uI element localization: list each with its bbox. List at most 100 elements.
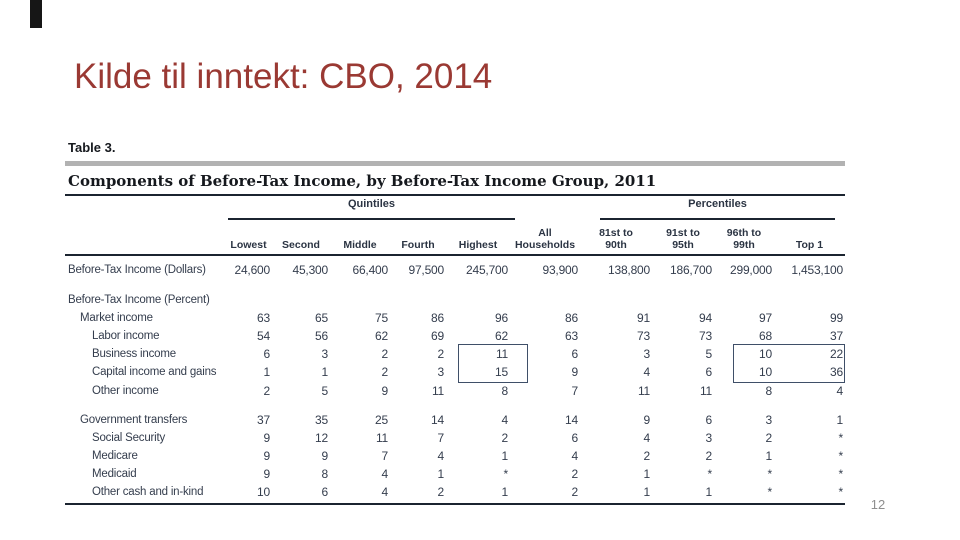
value-cell: 75 bbox=[375, 311, 388, 325]
row-label: Capital income and gains bbox=[92, 366, 217, 378]
value-cell: 1 bbox=[643, 467, 651, 481]
value-cell: 3 bbox=[765, 413, 773, 427]
value-cell: 10 bbox=[257, 485, 270, 499]
table-row: Labor income 54 56 62 69 62 63 73 73 68 37 bbox=[65, 327, 845, 345]
column-header: 96th to 99th bbox=[726, 227, 762, 251]
value-cell: 4 bbox=[836, 384, 844, 398]
value-cell: 68 bbox=[759, 329, 772, 343]
value-cell: 93,900 bbox=[542, 263, 578, 277]
value-cell: 5 bbox=[321, 384, 329, 398]
value-cell: 9 bbox=[643, 413, 651, 427]
table-row: Market income 63 65 75 86 96 86 91 94 97 99 bbox=[65, 309, 845, 327]
column-group-band: Quintiles Percentiles bbox=[65, 196, 845, 220]
value-cell: * bbox=[838, 485, 844, 499]
value-cell: 11 bbox=[699, 384, 712, 398]
value-cell: 66,400 bbox=[352, 263, 388, 277]
value-cell: 6 bbox=[571, 431, 579, 445]
value-cell: 9 bbox=[381, 384, 389, 398]
value-cell: 1 bbox=[263, 365, 271, 379]
value-cell: 54 bbox=[257, 329, 270, 343]
value-cell: 2 bbox=[571, 467, 579, 481]
value-cell: 9 bbox=[263, 449, 271, 463]
value-cell: 9 bbox=[321, 449, 329, 463]
value-cell: 91 bbox=[637, 311, 650, 325]
value-cell: 1,453,100 bbox=[791, 263, 843, 277]
value-cell: 94 bbox=[699, 311, 712, 325]
value-cell: 138,800 bbox=[608, 263, 650, 277]
percentiles-underline bbox=[600, 218, 835, 220]
value-cell: 1 bbox=[437, 467, 445, 481]
row-label: Medicaid bbox=[92, 468, 137, 480]
value-cell: 14 bbox=[565, 413, 578, 427]
table-rule-bottom bbox=[65, 503, 845, 505]
group-header-percentiles: Percentiles bbox=[688, 198, 747, 210]
table-row: Other cash and in-kind 10 6 4 2 1 2 1 1 * * bbox=[65, 483, 845, 501]
value-cell: 45,300 bbox=[292, 263, 328, 277]
value-cell: 3 bbox=[437, 365, 445, 379]
value-cell: 1 bbox=[765, 449, 773, 463]
value-cell: 22 bbox=[830, 347, 843, 361]
group-header-quintiles: Quintiles bbox=[347, 198, 396, 210]
row-label: Other income bbox=[92, 385, 159, 397]
value-cell: 299,000 bbox=[730, 263, 772, 277]
value-cell: 1 bbox=[836, 413, 844, 427]
value-cell: 3 bbox=[643, 347, 651, 361]
value-cell: 4 bbox=[381, 467, 389, 481]
highlight-box-top-percentiles bbox=[733, 344, 845, 383]
row-label: Medicare bbox=[92, 450, 138, 462]
column-header: 81st to 90th bbox=[599, 227, 633, 251]
table-row: Capital income and gains 1 1 2 3 15 9 4 6 10 36 bbox=[65, 363, 845, 381]
table-rule-header bbox=[65, 254, 845, 256]
value-cell: * bbox=[503, 467, 509, 481]
highlight-box-highest-quintile bbox=[458, 344, 528, 383]
row-label: Government transfers bbox=[80, 414, 188, 426]
value-cell: 4 bbox=[643, 365, 651, 379]
value-cell: 6 bbox=[571, 347, 579, 361]
value-cell: 11 bbox=[431, 384, 444, 398]
column-header-row: Lowest Second Middle Fourth Highest All House… bbox=[65, 220, 845, 253]
value-cell: 36 bbox=[830, 365, 843, 379]
value-cell: 1 bbox=[705, 485, 713, 499]
value-cell: 99 bbox=[830, 311, 843, 325]
value-cell: 9 bbox=[263, 431, 271, 445]
quintiles-underline bbox=[228, 218, 515, 220]
value-cell: 10 bbox=[759, 365, 772, 379]
value-cell: 2 bbox=[381, 365, 389, 379]
value-cell: 65 bbox=[315, 311, 328, 325]
value-cell: 73 bbox=[637, 329, 650, 343]
value-cell: 3 bbox=[705, 431, 713, 445]
value-cell: 4 bbox=[381, 485, 389, 499]
column-header: Top 1 bbox=[795, 239, 824, 251]
row-label: Labor income bbox=[92, 330, 160, 342]
value-cell: 3 bbox=[321, 347, 329, 361]
value-cell: 1 bbox=[643, 485, 651, 499]
table-row: Medicaid 9 8 4 1 * 2 1 * * * bbox=[65, 465, 845, 483]
table-number-label: Table 3. bbox=[68, 140, 116, 155]
table-body: Before-Tax Income (Dollars) 24,600 45,300 6… bbox=[65, 261, 845, 501]
value-cell: 56 bbox=[315, 329, 328, 343]
value-cell: * bbox=[767, 467, 773, 481]
value-cell: 97 bbox=[759, 311, 772, 325]
value-cell: 96 bbox=[495, 311, 508, 325]
value-cell: 2 bbox=[437, 347, 445, 361]
value-cell: 5 bbox=[705, 347, 713, 361]
table-row: Business income 6 3 2 2 11 6 3 5 10 22 bbox=[65, 345, 845, 363]
value-cell: 2 bbox=[437, 485, 445, 499]
value-cell: 2 bbox=[263, 384, 271, 398]
value-cell: 6 bbox=[321, 485, 329, 499]
value-cell: 2 bbox=[381, 347, 389, 361]
value-cell: 24,600 bbox=[234, 263, 270, 277]
value-cell: 2 bbox=[643, 449, 651, 463]
column-header: All Households bbox=[514, 227, 576, 251]
value-cell: 25 bbox=[375, 413, 388, 427]
table-rule-top bbox=[65, 194, 845, 196]
value-cell: 14 bbox=[431, 413, 444, 427]
table-row: Before-Tax Income (Dollars) 24,600 45,300 6… bbox=[65, 261, 845, 279]
value-cell: 86 bbox=[431, 311, 444, 325]
value-cell: 4 bbox=[501, 413, 509, 427]
value-cell: 35 bbox=[315, 413, 328, 427]
column-header: 91st to 95th bbox=[666, 227, 700, 251]
value-cell: 2 bbox=[571, 485, 579, 499]
value-cell: 9 bbox=[571, 365, 579, 379]
value-cell: 8 bbox=[501, 384, 509, 398]
